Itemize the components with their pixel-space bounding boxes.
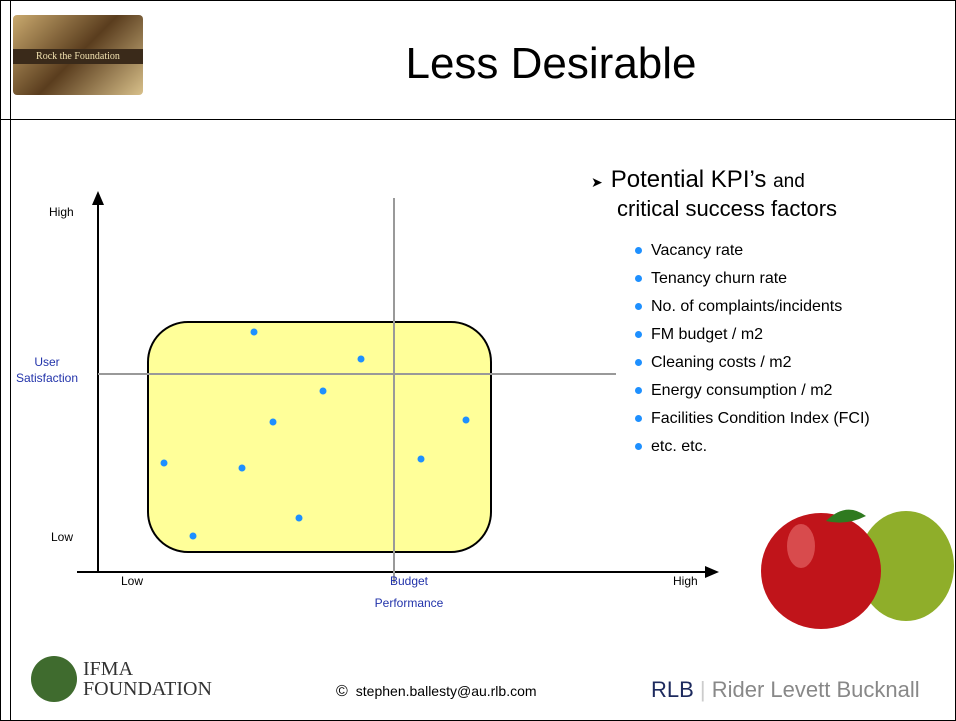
x-label: Performance [375, 596, 444, 610]
red-apple [761, 513, 881, 629]
dot [189, 532, 197, 540]
logo-text: Rock the Foundation [13, 49, 143, 64]
ifma-2: FOUNDATION [83, 678, 212, 700]
y-low: Low [51, 530, 73, 544]
dot [319, 387, 327, 395]
copyright-symbol: © [336, 683, 348, 700]
email: stephen.ballesty@au.rlb.com [355, 683, 537, 699]
dot [417, 455, 425, 463]
y-high: High [49, 205, 74, 219]
leaf [826, 509, 866, 523]
y-arrow [92, 191, 104, 205]
dot [238, 464, 246, 472]
dot [357, 355, 365, 363]
left-rule [10, 1, 11, 720]
dot [269, 418, 277, 426]
ifma-logo: IFMA FOUNDATION [31, 656, 231, 711]
cluster-box [147, 321, 492, 553]
dot [160, 459, 168, 467]
apple-shine [787, 524, 815, 568]
ifma-1: IFMA [83, 658, 134, 680]
x-arrow [705, 566, 719, 578]
kpi-item: No. of complaints/incidents [631, 293, 870, 321]
kpi-list: Vacancy rate Tenancy churn rate No. of com… [631, 237, 870, 461]
green-apple [858, 511, 954, 621]
y-label: Satisfaction [16, 371, 78, 385]
kpi-item: Vacancy rate [631, 237, 870, 265]
y-label: User [34, 355, 59, 369]
logo: Rock the Foundation [13, 15, 143, 95]
kpi-item: etc. etc. [631, 433, 870, 461]
x-low: Low [121, 574, 143, 588]
header-rule [1, 119, 955, 120]
kpi-item: Tenancy churn rate [631, 265, 870, 293]
x-label: Budget [390, 574, 429, 588]
ifma-globe [31, 656, 77, 702]
kpi-item: Energy consumption / m2 [631, 377, 870, 405]
dot [462, 416, 470, 424]
x-high: High [673, 574, 698, 588]
dot [250, 328, 258, 336]
kpi-item: Cleaning costs / m2 [631, 349, 870, 377]
kpi-heading-main: Potential KPI’s [610, 166, 767, 193]
rlb-logo: RLB | Rider Levett Bucknall [651, 677, 920, 702]
kpi-heading-rest: critical success factors [617, 196, 838, 221]
rlb: RLB [651, 677, 694, 702]
dots [160, 328, 470, 540]
title: Less Desirable [405, 39, 697, 88]
copyright: © stephen.ballesty@au.rlb.com [336, 683, 537, 701]
rlb-name: Rider Levett Bucknall [711, 677, 920, 702]
kpi-heading: ➤ Potential KPI’s and critical success fa… [591, 166, 951, 222]
dot [295, 514, 303, 522]
kpi-item: FM budget / m2 [631, 321, 870, 349]
kpi-item: Facilities Condition Index (FCI) [631, 405, 870, 433]
kpi-heading-and: and [773, 171, 805, 192]
apples [761, 509, 954, 629]
